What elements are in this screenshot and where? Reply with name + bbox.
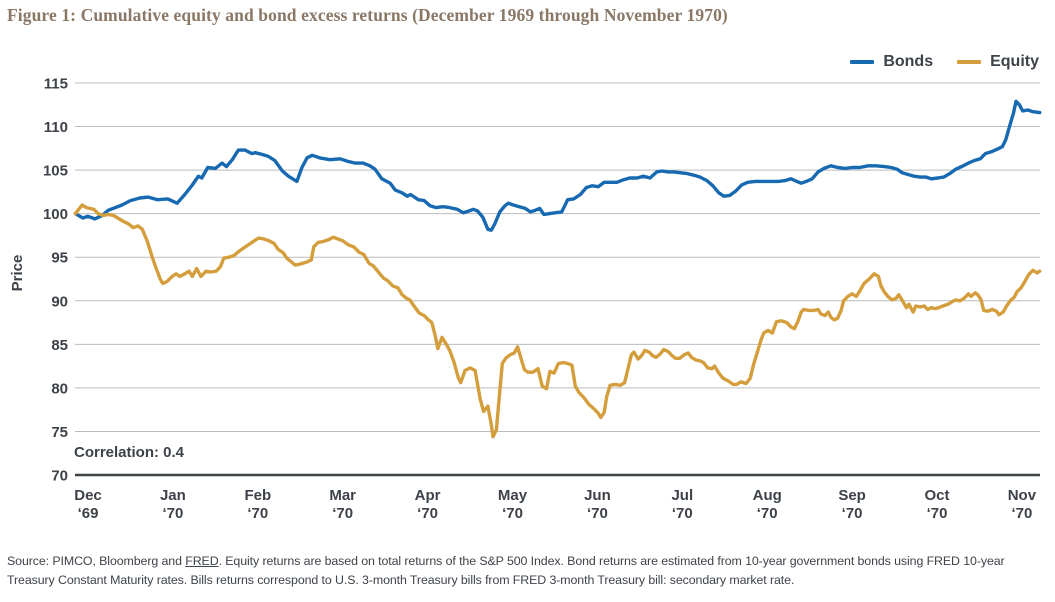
y-tick-label: 110 <box>44 119 68 136</box>
x-tick-month-label: Apr <box>415 487 441 504</box>
x-tick-month-label: May <box>498 487 528 504</box>
series-lines <box>73 99 1042 439</box>
y-tick-label: 75 <box>51 424 68 441</box>
x-tick-year-label: ‘70 <box>502 505 523 522</box>
x-tick-year-label: ‘70 <box>842 505 863 522</box>
y-tick-label: 80 <box>51 380 68 397</box>
figure-title: Figure 1: Cumulative equity and bond exc… <box>7 5 728 25</box>
x-tick-month-label: Mar <box>329 487 356 504</box>
source-text-suffix: . Equity returns are based on total retu… <box>7 554 1005 587</box>
y-tick-label: 115 <box>44 76 68 93</box>
x-tick-year-label: ‘70 <box>247 505 268 522</box>
x-tick-month-label: Sep <box>838 487 866 504</box>
y-tick-label: 85 <box>51 337 68 354</box>
x-tick-year-label: ‘70 <box>927 505 948 522</box>
x-tick-month-label: Jan <box>160 487 186 504</box>
x-axis-labels: Dec‘69Jan‘70Feb‘70Mar‘70Apr‘70May‘70Jun‘… <box>74 487 1036 522</box>
x-tick-year-label: ‘70 <box>162 505 183 522</box>
equity-line <box>73 203 1042 439</box>
gridlines <box>75 82 1040 477</box>
x-tick-year-label: ‘70 <box>417 505 438 522</box>
legend-item-equity: Equity <box>957 53 1039 71</box>
x-tick-year-label: ‘70 <box>757 505 778 522</box>
legend-label-equity: Equity <box>990 53 1039 70</box>
bonds-line-swatch-icon <box>850 59 875 65</box>
x-tick-year-label: ‘70 <box>332 505 353 522</box>
y-tick-label: 100 <box>43 206 68 223</box>
y-tick-label: 105 <box>43 163 68 180</box>
fred-link[interactable]: FRED <box>185 554 219 569</box>
x-tick-month-label: Jul <box>671 487 693 504</box>
bonds-line <box>73 99 1042 232</box>
x-tick-year-label: ‘70 <box>672 505 693 522</box>
legend: Bonds Equity <box>850 53 1039 71</box>
y-axis-labels: 70 75 80 85 90 95 100 105 110 115 <box>43 76 68 485</box>
source-text-prefix: Source: PIMCO, Bloomberg and <box>7 554 186 569</box>
equity-line-swatch-icon <box>957 59 982 65</box>
legend-label-bonds: Bonds <box>883 53 934 70</box>
y-tick-label: 70 <box>51 468 68 485</box>
correlation-annotation: Correlation: 0.4 <box>74 444 185 461</box>
x-tick-month-label: Jun <box>584 487 611 504</box>
x-tick-month-label: Aug <box>753 487 782 504</box>
y-axis-title: Price <box>9 254 26 292</box>
source-note: Source: PIMCO, Bloomberg and FRED. Equit… <box>7 552 1052 589</box>
legend-item-bonds: Bonds <box>850 53 933 71</box>
x-tick-month-label: Dec <box>74 487 102 504</box>
x-tick-month-label: Feb <box>244 487 271 504</box>
x-tick-year-label: ‘70 <box>587 505 608 522</box>
x-tick-month-label: Oct <box>924 487 949 504</box>
y-tick-label: 90 <box>51 293 68 310</box>
x-tick-year-label: ‘69 <box>78 505 99 522</box>
x-tick-month-label: Nov <box>1008 487 1037 504</box>
y-tick-label: 95 <box>51 250 68 267</box>
x-tick-year-label: ‘70 <box>1011 505 1032 522</box>
